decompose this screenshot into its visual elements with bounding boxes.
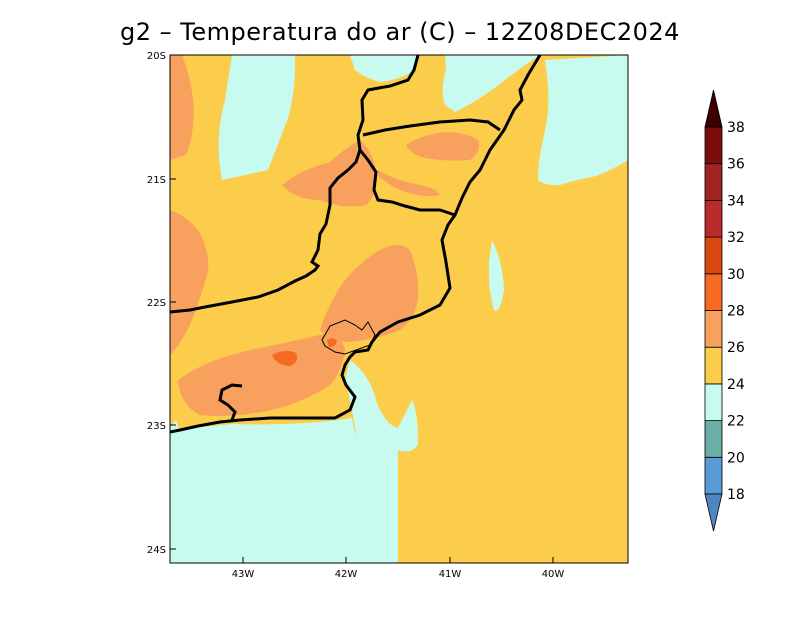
temp-band-22-24 — [538, 55, 628, 186]
lat-label: 21S — [147, 175, 166, 186]
temp-band-26-28 — [406, 132, 479, 161]
colorbar-bin — [704, 310, 723, 348]
state-borders — [170, 55, 542, 434]
lat-label: 24S — [147, 545, 166, 556]
colorbar-label: 38 — [727, 120, 745, 136]
temp-band-28-30 — [327, 338, 337, 348]
map-frame — [169, 54, 629, 564]
colorbar-label: 30 — [727, 267, 745, 283]
colorbar-label: 22 — [727, 414, 745, 430]
longitude-axis: 43W 42W 41W 40W — [232, 557, 565, 580]
lat-label: 23S — [147, 421, 166, 432]
temp-band-26-28 — [282, 140, 377, 207]
lat-label: 20S — [147, 51, 166, 62]
colorbar-bin — [704, 346, 723, 385]
colorbar-bin — [704, 456, 723, 495]
map-title: g2 – Temperatura do ar (C) – 12Z08DEC202… — [120, 18, 680, 46]
temp-band-22-24 — [345, 360, 418, 563]
lon-label: 42W — [335, 569, 358, 580]
colorbar-label: 26 — [727, 340, 745, 356]
colorbar-bin — [704, 199, 723, 238]
lon-label: 41W — [439, 569, 462, 580]
colorbar-bin — [704, 163, 723, 201]
colorbar-label: 20 — [727, 450, 745, 466]
colorbar: 18 20 22 24 26 28 30 32 34 36 38 — [704, 89, 745, 532]
temp-band-22-24 — [170, 418, 398, 563]
colorbar-label: 24 — [727, 377, 745, 393]
colorbar-bin — [704, 383, 723, 421]
colorbar-label: 32 — [727, 230, 745, 246]
temp-band-22-24 — [218, 55, 296, 180]
colorbar-bin — [704, 236, 723, 275]
temp-band-26-28 — [378, 170, 440, 196]
temp-band-26-28 — [170, 210, 209, 355]
colorbar-min-arrow — [704, 493, 723, 532]
colorbar-max-arrow — [704, 89, 723, 128]
lon-label: 43W — [232, 569, 255, 580]
colorbar-label: 36 — [727, 157, 745, 173]
temp-band-28-30 — [272, 350, 298, 366]
colorbar-label: 34 — [727, 193, 745, 209]
temp-band-22-24 — [442, 55, 540, 112]
temp-band-26-28 — [170, 55, 194, 160]
lat-label: 22S — [147, 298, 166, 309]
temp-band-22-24 — [488, 240, 504, 311]
temp-band-22-24 — [350, 55, 420, 82]
colorbar-bin — [704, 420, 723, 458]
colorbar-label: 18 — [727, 487, 745, 503]
lon-label: 40W — [542, 569, 565, 580]
temperature-field — [170, 55, 628, 563]
latitude-axis: 20S 21S 22S 23S 24S — [147, 51, 176, 556]
colorbar-label: 28 — [727, 304, 745, 320]
temp-band-26-28 — [320, 245, 419, 342]
colorbar-bin — [704, 273, 723, 311]
colorbar-bin — [704, 126, 723, 165]
